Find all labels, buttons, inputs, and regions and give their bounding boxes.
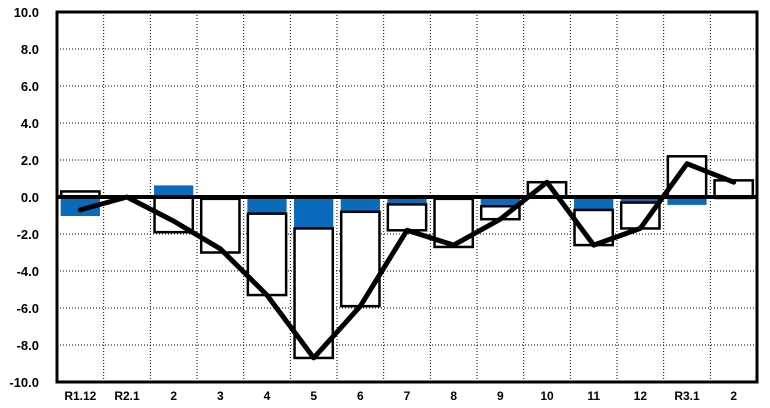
bar-blue [294, 196, 334, 229]
y-tick-label: -4.0 [17, 264, 39, 279]
bar-white [386, 203, 428, 232]
y-tick-label: 2.0 [21, 153, 39, 168]
x-category-label: 7 [404, 389, 411, 403]
x-category-label: 2 [730, 389, 737, 403]
y-tick-label: 10.0 [14, 5, 39, 20]
x-category-label: 10 [540, 389, 554, 403]
bar-white [293, 227, 335, 360]
y-tick-label: -10.0 [9, 375, 39, 390]
x-axis-categories: R1.12 R2.1 2 3 4 5 6 7 8 9 10 11 12 R3.1 2 [64, 389, 737, 403]
x-category-label: R1.12 [64, 389, 96, 403]
y-tick-label: 6.0 [21, 79, 39, 94]
x-category-label: 9 [497, 389, 504, 403]
x-category-label: 8 [450, 389, 457, 403]
y-tick-label: -6.0 [17, 301, 39, 316]
x-category-label: 12 [634, 389, 648, 403]
y-tick-label: -8.0 [17, 338, 39, 353]
x-category-label: R3.1 [674, 389, 700, 403]
x-category-label: 3 [217, 389, 224, 403]
x-category-label: 6 [357, 389, 364, 403]
x-category-label: R2.1 [114, 389, 140, 403]
bar-blue [340, 196, 380, 213]
line-layer [77, 161, 737, 361]
x-category-label: 2 [170, 389, 177, 403]
x-category-label: 5 [310, 389, 317, 403]
y-tick-label: 4.0 [21, 116, 39, 131]
bar-blue [247, 196, 287, 215]
bar-white [199, 197, 241, 254]
bar-layer [59, 155, 755, 360]
y-tick-label: -2.0 [17, 227, 39, 242]
y-tick-label: 8.0 [21, 42, 39, 57]
y-axis-ticks: 10.0 8.0 6.0 4.0 2.0 0.0 -2.0 -4.0 -6.0 -8.0 -10.0 [9, 5, 39, 390]
bar-white [339, 210, 381, 308]
series-line [77, 161, 737, 361]
x-category-label: 4 [264, 389, 271, 403]
y-tick-label: 0.0 [21, 190, 39, 205]
plot-frame [55, 10, 759, 384]
x-category-label: 11 [587, 389, 600, 403]
